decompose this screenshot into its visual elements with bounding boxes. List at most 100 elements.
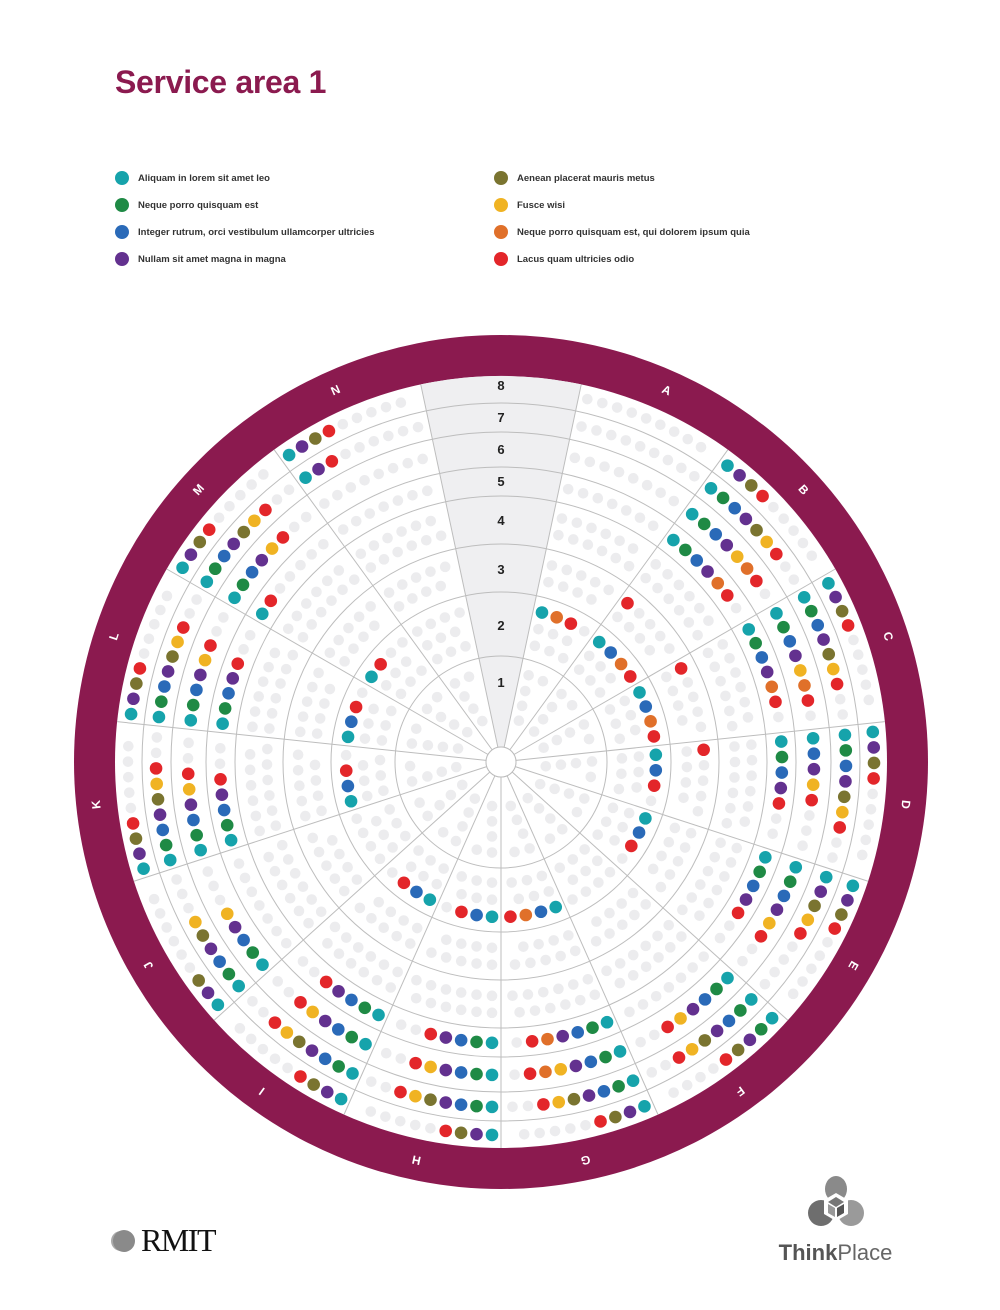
data-dot-olive[interactable] [750,523,763,537]
data-dot-purple[interactable] [255,553,269,567]
data-dot-purple[interactable] [184,548,198,561]
data-dot-purple[interactable] [867,741,881,754]
data-dot-blue[interactable] [649,763,663,777]
data-dot-red[interactable] [231,657,245,670]
data-dot-teal[interactable] [600,1015,614,1029]
data-dot-purple[interactable] [127,692,140,706]
data-dot-green[interactable] [220,818,234,832]
data-dot-red[interactable] [504,910,517,924]
data-dot-teal[interactable] [282,448,296,462]
data-dot-teal[interactable] [638,1100,651,1113]
data-dot-red[interactable] [424,1027,438,1041]
data-dot-teal[interactable] [372,1008,385,1022]
data-dot-yellow[interactable] [794,664,807,677]
data-dot-blue[interactable] [187,813,200,827]
data-dot-teal[interactable] [704,481,718,495]
data-dot-olive[interactable] [309,432,322,445]
data-dot-blue[interactable] [345,993,358,1007]
data-dot-teal[interactable] [341,730,355,744]
data-dot-teal[interactable] [194,843,207,857]
data-dot-teal[interactable] [256,958,269,971]
data-dot-blue[interactable] [709,527,723,541]
data-dot-yellow[interactable] [220,907,234,921]
data-dot-olive[interactable] [731,1043,745,1057]
data-dot-teal[interactable] [200,575,214,589]
data-dot-purple[interactable] [733,468,746,482]
data-dot-teal[interactable] [423,893,437,907]
data-dot-red[interactable] [661,1020,674,1034]
data-dot-teal[interactable] [163,853,177,867]
data-dot-green[interactable] [470,1067,483,1081]
data-dot-purple[interactable] [739,893,753,906]
data-dot-yellow[interactable] [182,782,196,796]
data-dot-olive[interactable] [129,832,143,845]
data-dot-teal[interactable] [365,670,378,684]
data-dot-blue[interactable] [604,646,618,659]
data-dot-teal[interactable] [216,717,229,730]
data-dot-red[interactable] [754,929,768,943]
data-dot-purple[interactable] [841,893,854,907]
data-dot-teal[interactable] [667,533,680,547]
data-dot-olive[interactable] [424,1093,437,1107]
data-dot-blue[interactable] [839,759,853,773]
data-dot-purple[interactable] [295,440,309,453]
data-dot-teal[interactable] [626,1074,640,1088]
data-dot-yellow[interactable] [198,653,212,667]
data-dot-red[interactable] [294,1070,307,1083]
data-dot-yellow[interactable] [674,1012,687,1025]
data-dot-blue[interactable] [690,554,704,567]
data-dot-olive[interactable] [454,1126,468,1140]
data-dot-teal[interactable] [819,870,833,884]
data-dot-red[interactable] [204,639,217,652]
data-dot-purple[interactable] [201,986,215,1000]
data-dot-blue[interactable] [534,905,548,919]
data-dot-teal[interactable] [184,714,198,727]
data-dot-purple[interactable] [312,462,325,476]
data-dot-blue[interactable] [454,1098,468,1111]
data-dot-blue[interactable] [584,1055,598,1069]
data-dot-red[interactable] [349,700,363,714]
data-dot-green[interactable] [236,578,250,592]
data-dot-teal[interactable] [228,591,241,605]
data-dot-blue[interactable] [597,1084,611,1098]
data-dot-purple[interactable] [839,775,852,788]
data-dot-red[interactable] [268,1016,282,1029]
data-dot-red[interactable] [731,906,745,920]
data-dot-orange[interactable] [519,908,533,922]
data-dot-yellow[interactable] [409,1089,422,1103]
data-dot-teal[interactable] [721,971,734,985]
data-dot-red[interactable] [176,621,190,634]
data-dot-red[interactable] [841,619,855,632]
data-dot-orange[interactable] [711,576,725,590]
data-dot-purple[interactable] [439,1063,453,1077]
data-dot-teal[interactable] [124,707,138,721]
data-dot-teal[interactable] [765,1011,779,1025]
data-dot-blue[interactable] [755,651,769,664]
data-dot-olive[interactable] [835,908,848,921]
data-dot-purple[interactable] [215,788,229,802]
data-dot-orange[interactable] [550,611,563,624]
data-dot-yellow[interactable] [424,1060,437,1074]
data-dot-yellow[interactable] [836,805,849,819]
data-dot-teal[interactable] [211,998,225,1012]
data-dot-purple[interactable] [829,590,842,604]
data-dot-green[interactable] [190,828,203,842]
data-dot-red[interactable] [276,531,290,544]
data-dot-red[interactable] [264,594,278,608]
data-dot-red[interactable] [719,1053,733,1066]
data-dot-red[interactable] [149,762,163,775]
data-dot-purple[interactable] [133,847,146,861]
data-dot-red[interactable] [672,1051,686,1064]
data-dot-red[interactable] [594,1115,607,1128]
data-dot-purple[interactable] [760,665,774,679]
data-dot-blue[interactable] [331,1023,345,1036]
data-dot-orange[interactable] [765,680,779,694]
data-dot-purple[interactable] [228,920,242,934]
data-dot-red[interactable] [455,905,468,919]
data-dot-red[interactable] [202,523,216,536]
data-dot-purple[interactable] [439,1096,453,1109]
data-dot-teal[interactable] [152,710,166,724]
data-dot-purple[interactable] [320,1085,334,1099]
data-dot-olive[interactable] [867,756,881,770]
data-dot-green[interactable] [697,517,711,531]
